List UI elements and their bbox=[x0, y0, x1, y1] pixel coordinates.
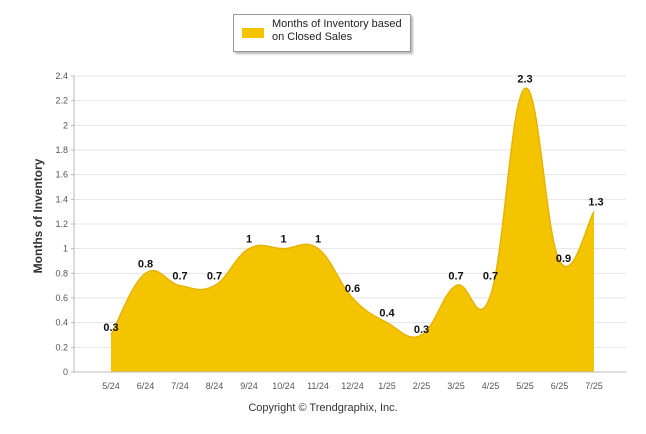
legend-swatch bbox=[242, 28, 264, 38]
y-tick-label: 2 bbox=[63, 120, 68, 130]
y-tick-label: 0 bbox=[63, 367, 68, 377]
legend-label: Months of Inventory based on Closed Sale… bbox=[272, 18, 402, 43]
data-label: 1 bbox=[280, 234, 286, 246]
x-tick-label: 4/25 bbox=[482, 381, 500, 391]
data-label: 0.6 bbox=[345, 283, 360, 295]
data-label: 0.7 bbox=[207, 271, 222, 283]
y-tick-label: 1.2 bbox=[55, 219, 68, 229]
data-label: 0.9 bbox=[556, 253, 571, 265]
data-label: 1 bbox=[246, 234, 252, 246]
x-tick-label: 7/25 bbox=[585, 381, 603, 391]
area-fill bbox=[111, 88, 594, 372]
data-label: 2.3 bbox=[517, 73, 532, 85]
data-label: 0.7 bbox=[172, 271, 187, 283]
data-label: 0.3 bbox=[103, 322, 118, 334]
x-tick-label: 12/24 bbox=[341, 381, 364, 391]
x-tick-label: 1/25 bbox=[378, 381, 396, 391]
y-tick-labels: 0 0.2 0.4 0.6 0.8 1 1.2 1.4 1.6 1.8 2 2.2 2.4 bbox=[55, 71, 74, 377]
y-tick-label: 0.6 bbox=[55, 293, 68, 303]
x-tick-label: 5/24 bbox=[102, 381, 120, 391]
data-label: 1.3 bbox=[588, 197, 603, 209]
y-tick-label: 1.4 bbox=[55, 194, 68, 204]
data-label: 0.7 bbox=[483, 271, 498, 283]
x-tick-label: 2/25 bbox=[413, 381, 431, 391]
y-tick-label: 0.4 bbox=[55, 318, 68, 328]
data-label: 0.8 bbox=[138, 258, 153, 270]
y-tick-label: 0.2 bbox=[55, 342, 68, 352]
x-tick-label: 11/24 bbox=[307, 381, 329, 391]
copyright-text: Copyright © Trendgraphix, Inc. bbox=[248, 402, 398, 414]
legend: Months of Inventory based on Closed Sale… bbox=[233, 14, 411, 52]
data-label: 0.3 bbox=[414, 324, 429, 336]
data-labels: 0.3 0.8 0.7 0.7 1 1 1 0.6 0.4 0.3 0.7 0.7 2.3 0.9 1.3 bbox=[103, 73, 603, 336]
x-tick-label: 6/24 bbox=[137, 381, 155, 391]
y-axis-title: Months of Inventory bbox=[31, 158, 45, 273]
area-line bbox=[110, 87, 595, 338]
area-series bbox=[110, 87, 595, 372]
x-tick-label: 3/25 bbox=[447, 381, 465, 391]
data-label: 0.4 bbox=[379, 308, 395, 320]
x-tick-label: 8/24 bbox=[206, 381, 224, 391]
x-tick-labels: 5/24 6/24 7/24 8/24 9/24 10/24 11/24 12/24 1/25 2… bbox=[102, 381, 603, 391]
data-label: 0.7 bbox=[448, 271, 463, 283]
y-tick-label: 1.6 bbox=[55, 170, 68, 180]
y-tick-label: 1.8 bbox=[55, 145, 68, 155]
x-tick-label: 6/25 bbox=[551, 381, 569, 391]
x-tick-label: 10/24 bbox=[272, 381, 295, 391]
y-tick-label: 2.2 bbox=[55, 96, 68, 106]
data-label: 1 bbox=[315, 234, 321, 246]
y-tick-label: 2.4 bbox=[55, 71, 68, 81]
x-tick-label: 9/24 bbox=[240, 381, 258, 391]
x-tick-label: 5/25 bbox=[516, 381, 534, 391]
x-tick-label: 7/24 bbox=[171, 381, 189, 391]
y-tick-label: 0.8 bbox=[55, 268, 68, 278]
y-tick-label: 1 bbox=[63, 244, 68, 254]
